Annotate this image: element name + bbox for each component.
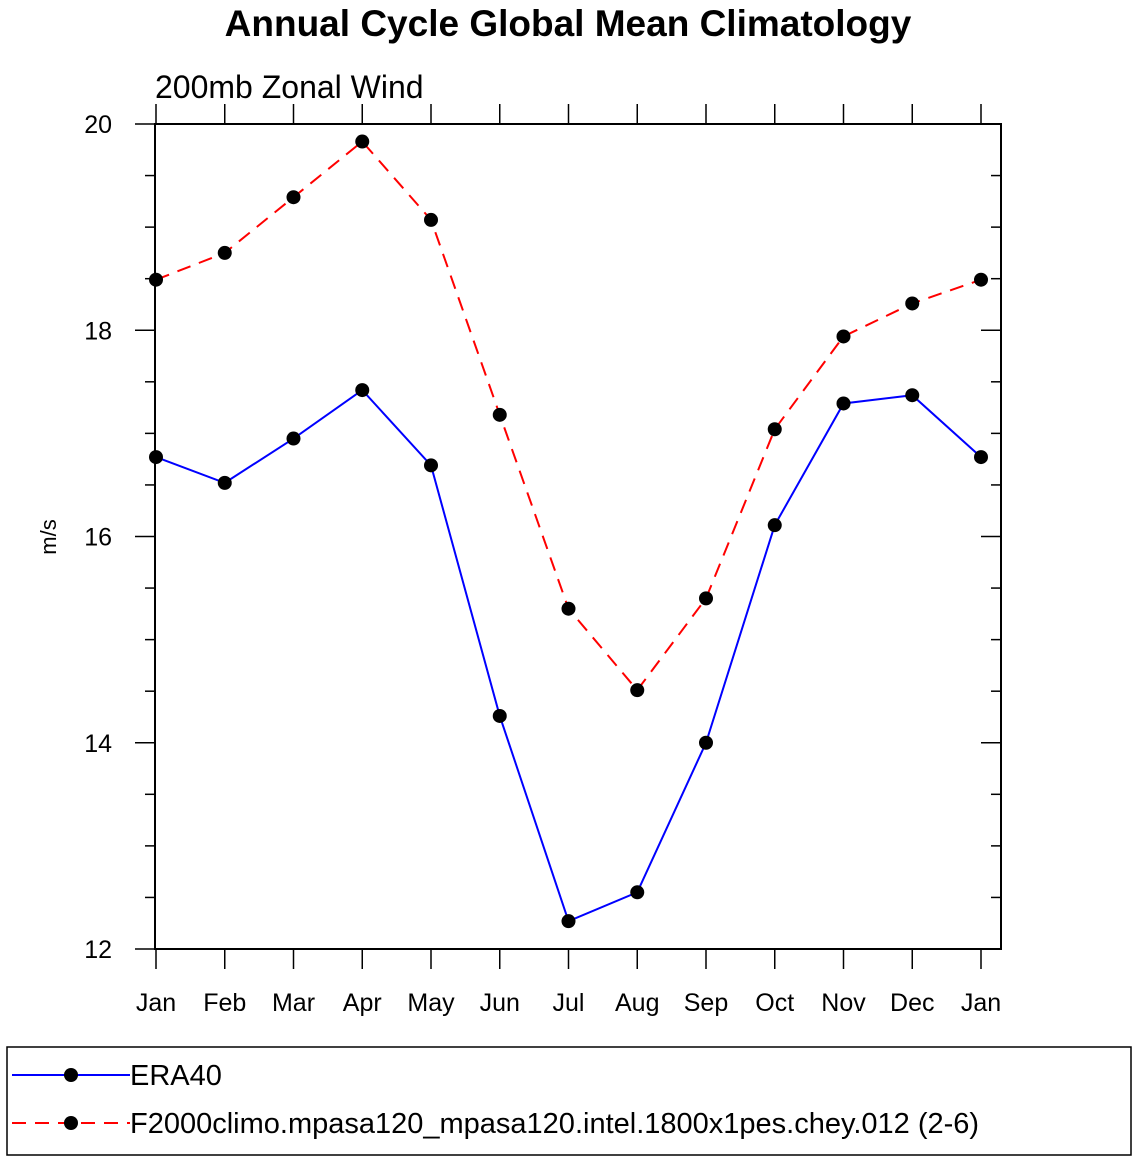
data-point	[286, 431, 301, 446]
x-tick-label: Feb	[203, 989, 246, 1017]
x-axis-ticks: Jan Feb Mar Apr May Jun Jul Aug Sep Oct Nov Dec Jan	[136, 104, 1001, 1017]
y-tick-label: 20	[84, 111, 112, 139]
data-point	[492, 708, 507, 723]
x-tick-label: Aug	[615, 989, 659, 1017]
data-point	[217, 245, 232, 260]
y-tick-label: 12	[84, 936, 112, 964]
data-point	[974, 272, 988, 287]
x-tick-label: Apr	[343, 989, 382, 1017]
x-tick-label: Jan	[961, 989, 1001, 1017]
plot-frame	[154, 123, 1002, 950]
x-tick-label: Nov	[821, 989, 866, 1017]
data-point	[561, 601, 576, 616]
x-tick-label: Jan	[136, 989, 176, 1017]
x-tick-label: Jun	[480, 989, 520, 1017]
data-point	[149, 272, 163, 287]
data-point	[699, 591, 713, 606]
series-line	[155, 388, 982, 923]
series-layer	[149, 134, 988, 929]
legend-marker	[64, 1068, 78, 1082]
data-point	[424, 458, 438, 473]
data-point	[836, 329, 851, 344]
y-tick-label: 14	[84, 730, 112, 758]
plot-border	[154, 123, 1002, 950]
legend-label: ERA40	[130, 1060, 222, 1092]
legend-label: F2000climo.mpasa120_mpasa120.intel.1800x…	[130, 1108, 979, 1140]
data-point	[767, 518, 782, 533]
legend-item: F2000climo.mpasa120_mpasa120.intel.1800x…	[12, 1108, 979, 1140]
data-point	[492, 407, 507, 422]
series-1	[149, 383, 988, 929]
legend-marker	[64, 1116, 78, 1130]
data-point	[217, 475, 232, 490]
data-point	[630, 683, 645, 698]
data-point	[974, 450, 988, 465]
legend: ERA40 F2000climo.mpasa120_mpasa120.intel.…	[6, 1046, 1132, 1156]
x-tick-label: Mar	[272, 989, 315, 1017]
legend-item: ERA40	[12, 1060, 222, 1092]
y-axis-label: m/s	[36, 519, 61, 554]
chart-title: Annual Cycle Global Mean Climatology	[225, 3, 912, 44]
data-point	[424, 212, 438, 227]
data-point	[767, 422, 782, 437]
y-axis-ticks: 12 14 16 18 20	[84, 111, 1001, 964]
data-point	[561, 914, 576, 929]
data-point	[905, 296, 920, 311]
x-tick-label: May	[407, 989, 455, 1017]
x-tick-label: Sep	[684, 989, 728, 1017]
x-tick-label: Jul	[553, 989, 585, 1017]
data-point	[905, 388, 920, 403]
data-point	[630, 885, 645, 900]
x-tick-label: Oct	[755, 989, 794, 1017]
legend-box	[6, 1046, 1132, 1156]
y-tick-label: 16	[84, 524, 112, 552]
series-2	[149, 134, 988, 698]
data-point	[699, 735, 713, 750]
data-point	[355, 383, 370, 398]
data-point	[149, 450, 163, 465]
data-point	[836, 396, 851, 411]
y-tick-label: 18	[84, 317, 112, 345]
x-tick-label: Dec	[890, 989, 934, 1017]
chart-subtitle: 200mb Zonal Wind	[155, 69, 424, 105]
data-point	[355, 134, 370, 149]
data-point	[286, 190, 301, 205]
